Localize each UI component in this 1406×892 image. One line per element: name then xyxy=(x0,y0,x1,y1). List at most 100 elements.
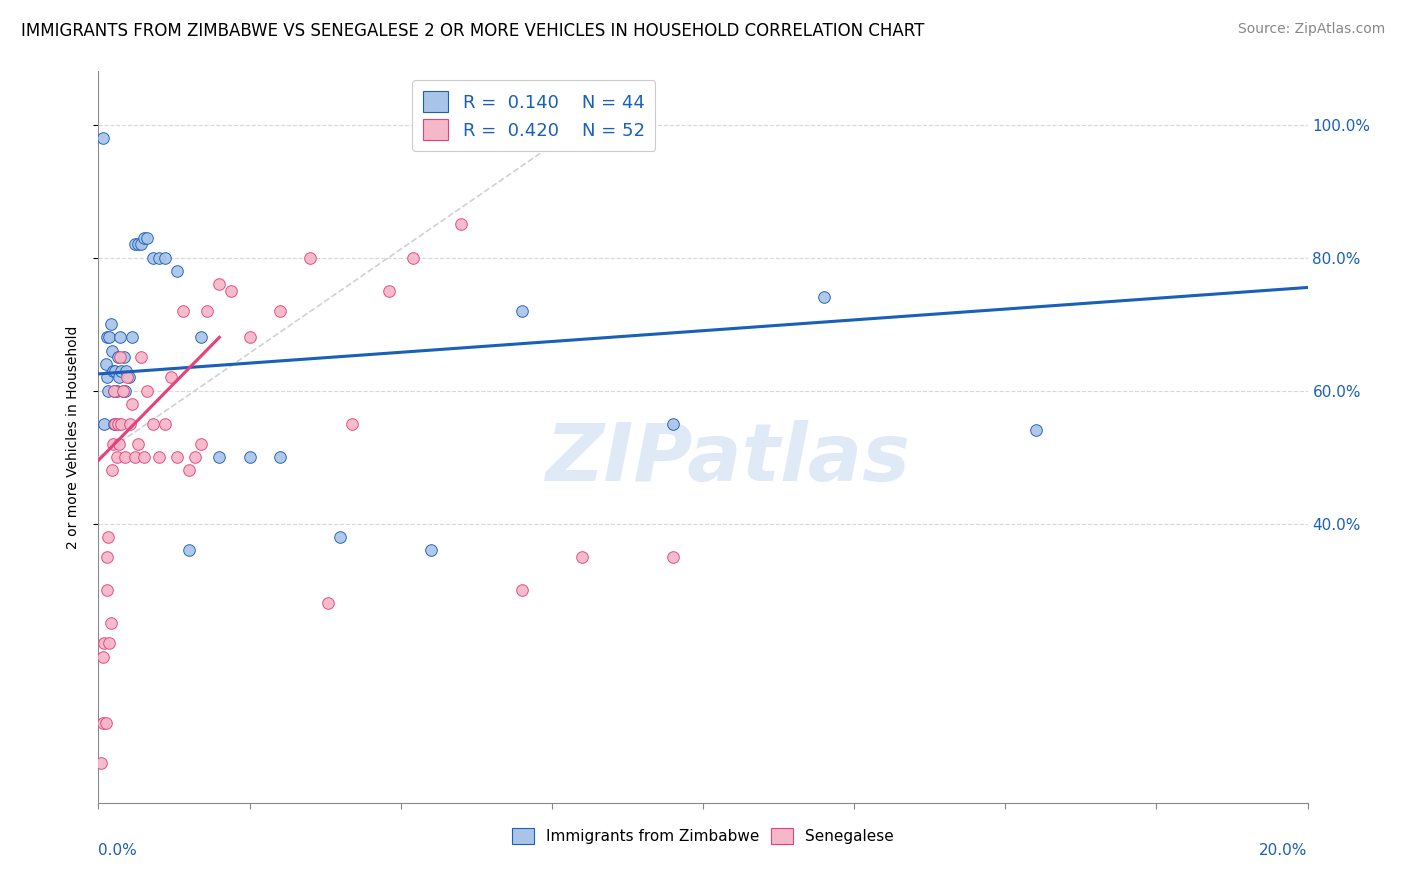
Point xyxy=(118,370,141,384)
Point xyxy=(97,384,120,398)
Point xyxy=(299,251,322,265)
Point xyxy=(166,264,188,278)
Point xyxy=(91,716,114,731)
Point xyxy=(103,384,125,398)
Point xyxy=(114,384,136,398)
Point xyxy=(108,351,131,365)
Point xyxy=(103,384,125,398)
Point xyxy=(117,370,139,384)
Point xyxy=(111,384,134,398)
Point xyxy=(97,530,120,544)
Point xyxy=(402,251,425,265)
Point xyxy=(142,251,165,265)
Point xyxy=(114,450,136,464)
Point xyxy=(661,549,683,564)
Point xyxy=(160,370,183,384)
Point xyxy=(377,284,399,298)
Point xyxy=(129,351,152,365)
Point xyxy=(100,616,122,631)
Text: Source: ZipAtlas.com: Source: ZipAtlas.com xyxy=(1237,22,1385,37)
Point xyxy=(148,251,170,265)
Point xyxy=(813,290,835,304)
Point xyxy=(179,463,201,477)
Point xyxy=(208,450,231,464)
Point xyxy=(90,756,112,770)
Point xyxy=(329,530,352,544)
Point xyxy=(142,417,165,431)
Point xyxy=(96,330,118,344)
Point xyxy=(101,363,124,377)
Point xyxy=(93,417,115,431)
Point xyxy=(111,384,134,398)
Point xyxy=(91,649,114,664)
Point xyxy=(108,436,131,450)
Point xyxy=(510,303,533,318)
Point xyxy=(110,417,132,431)
Point xyxy=(316,596,339,610)
Point xyxy=(96,582,118,597)
Point xyxy=(100,343,122,358)
Point xyxy=(104,363,127,377)
Point xyxy=(172,303,194,318)
Point xyxy=(101,436,124,450)
Point xyxy=(96,549,118,564)
Point xyxy=(112,351,135,365)
Text: 20.0%: 20.0% xyxy=(1260,843,1308,858)
Point xyxy=(124,237,146,252)
Text: IMMIGRANTS FROM ZIMBABWE VS SENEGALESE 2 OR MORE VEHICLES IN HOUSEHOLD CORRELATI: IMMIGRANTS FROM ZIMBABWE VS SENEGALESE 2… xyxy=(21,22,925,40)
Legend: Immigrants from Zimbabwe, Senegalese: Immigrants from Zimbabwe, Senegalese xyxy=(506,822,900,850)
Point xyxy=(127,237,149,252)
Point xyxy=(105,450,128,464)
Point xyxy=(1024,424,1046,438)
Point xyxy=(108,370,131,384)
Point xyxy=(153,251,176,265)
Point xyxy=(103,417,125,431)
Point xyxy=(269,450,291,464)
Point xyxy=(420,543,443,558)
Point xyxy=(107,351,129,365)
Point xyxy=(269,303,291,318)
Point xyxy=(342,417,364,431)
Point xyxy=(239,450,262,464)
Point xyxy=(94,716,117,731)
Point xyxy=(98,636,121,650)
Point xyxy=(98,330,121,344)
Point xyxy=(127,436,149,450)
Point xyxy=(91,131,114,145)
Point xyxy=(135,384,157,398)
Point xyxy=(94,357,117,371)
Point xyxy=(107,417,129,431)
Point xyxy=(104,417,127,431)
Point xyxy=(100,463,122,477)
Point xyxy=(100,317,122,331)
Point xyxy=(190,330,212,344)
Point xyxy=(153,417,176,431)
Point xyxy=(510,582,533,597)
Point xyxy=(121,330,143,344)
Point xyxy=(121,397,143,411)
Point xyxy=(115,363,138,377)
Text: ZIPatlas: ZIPatlas xyxy=(544,420,910,498)
Point xyxy=(93,636,115,650)
Point xyxy=(184,450,207,464)
Point xyxy=(208,277,231,292)
Point xyxy=(110,363,132,377)
Point xyxy=(135,230,157,244)
Point xyxy=(105,384,128,398)
Point xyxy=(450,217,472,231)
Point xyxy=(190,436,212,450)
Point xyxy=(221,284,243,298)
Point xyxy=(96,370,118,384)
Point xyxy=(132,230,155,244)
Y-axis label: 2 or more Vehicles in Household: 2 or more Vehicles in Household xyxy=(66,326,80,549)
Point xyxy=(108,330,131,344)
Point xyxy=(132,450,155,464)
Point xyxy=(239,330,262,344)
Point xyxy=(129,237,152,252)
Point xyxy=(124,450,146,464)
Point xyxy=(571,549,593,564)
Point xyxy=(118,417,141,431)
Point xyxy=(148,450,170,464)
Point xyxy=(661,417,683,431)
Text: 0.0%: 0.0% xyxy=(98,843,138,858)
